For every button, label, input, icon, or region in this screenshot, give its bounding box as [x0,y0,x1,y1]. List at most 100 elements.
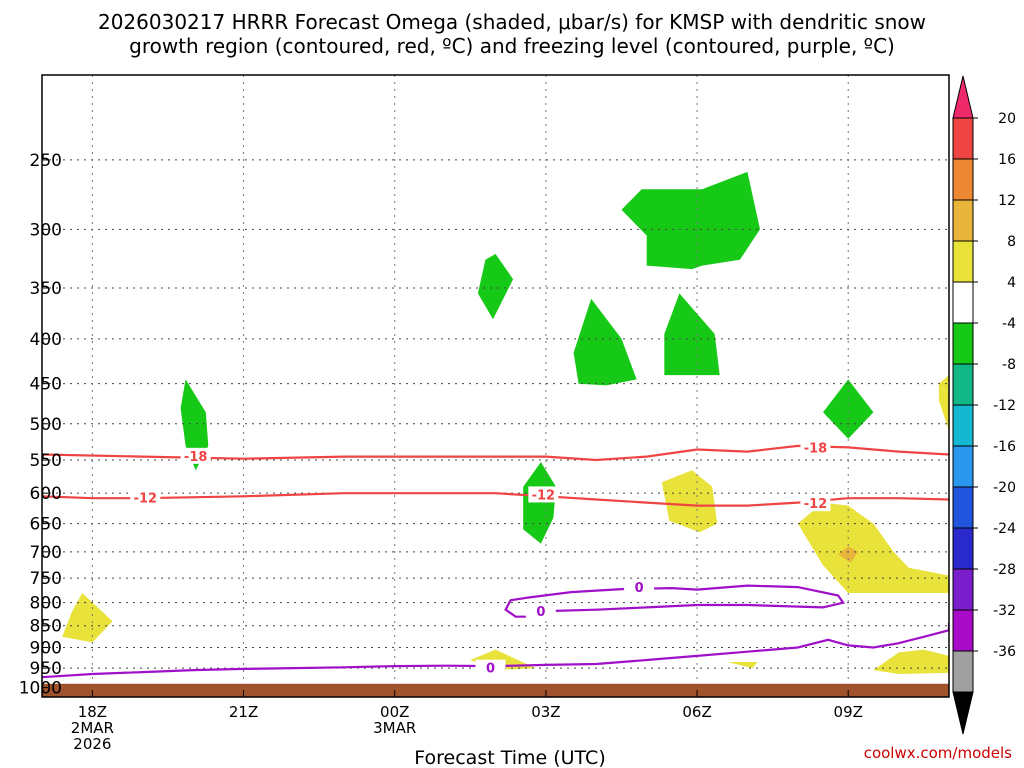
colorbar-cell-10 [952,486,974,529]
contour-label--18-0: -18 [184,450,208,465]
x-tick-label-15-0: 09Z [834,703,863,721]
omega-region-sinking-3 [797,502,949,593]
colorbar-cell-7 [952,363,974,406]
y-tick-label-250: 250 [30,151,62,171]
colorbar-label-13: -36 [993,644,1016,660]
omega-region-rising-5 [621,171,760,270]
contour-label--18-1: -18 [804,441,828,456]
colorbar-cell-1 [952,117,974,160]
contour-label-bg [130,489,161,506]
contour-label-bg [180,447,211,464]
omega-region-rising-2 [477,253,514,320]
chart-title-line1: 2026030217 HRRR Forecast Omega (shaded, … [98,10,926,34]
colorbar-cell-12 [952,568,974,611]
contour-label-bg [800,495,831,512]
colorbar-cell-9 [952,445,974,488]
x-tick-label-0-0: 18Z [78,703,107,721]
y-tick-label-350: 350 [30,279,62,299]
y-tick-label-850: 850 [30,617,62,637]
pressure-axis: 2503003504004505005506006507007508008509… [19,151,62,699]
y-tick-label-500: 500 [30,415,62,435]
omega-region-sinking-7 [938,375,949,432]
grid-layer [42,75,949,684]
contour-label--12-2: -12 [804,497,828,512]
y-tick-label-950: 950 [30,659,62,679]
x-axis-label: Forecast Time (UTC) [414,747,605,768]
colorbar-label-8: -16 [993,439,1016,455]
contour-label-bg [800,439,831,456]
chart-title-line2: growth region (contoured, red, ºC) and f… [129,34,895,58]
colorbar-bottom-arrow [952,691,974,735]
colorbar-cell-6 [952,322,974,365]
y-tick-label-750: 750 [30,569,62,589]
colorbar-cell-8 [952,404,974,447]
omega-shading-layer [62,171,949,674]
colorbar-cell-5 [952,281,974,324]
y-tick-label-550: 550 [30,451,62,471]
omega-region-sinking-1 [62,593,113,643]
colorbar: 20 16 12 8 4 -4 -8 -12 -16 -20 -24 -28 -32 -36 [952,75,1016,735]
colorbar-label-12: -32 [993,603,1016,619]
contour-label--12-1: -12 [532,488,556,503]
contour--18 [42,444,949,462]
colorbar-cell-3 [952,199,974,242]
y-tick-label-650: 650 [30,515,62,535]
x-tick-label-9-0: 03Z [531,703,560,721]
credit-text: coolwx.com/models [864,744,1012,762]
contour-label-bg [528,486,559,503]
colorbar-top-arrow [952,75,974,119]
colorbar-label-6: -8 [1002,357,1016,373]
colorbar-cell-14 [952,650,974,693]
y-tick-label-300: 300 [30,220,62,240]
omega-region-sinking-8 [838,546,859,563]
contour-label-freezing-upper-0: 0 [635,581,644,596]
colorbar-label-9: -20 [993,480,1016,496]
contour-label-freezing-upper-1: 0 [536,605,545,620]
ground-layer [42,683,949,697]
x-tick-label-12-0: 06Z [682,703,711,721]
x-tick-label-0-2: 2026 [73,735,111,753]
x-tick-label-6-1: 3MAR [373,719,416,737]
contour-label-bg [624,579,655,596]
contour-layer: -18 -18 -12 -12 -12 0 0 0 [42,439,949,679]
contour-label-bg [475,659,506,676]
plot-frame [41,74,950,698]
ground-fill [42,683,949,697]
omega-region-rising-4 [664,293,720,376]
colorbar-label-0: 20 [998,111,1016,127]
omega-region-sinking-6 [727,662,758,669]
contour-label-freezing-lower-0: 0 [486,662,495,677]
omega-region-sinking-2 [661,470,718,533]
colorbar-label-10: -24 [993,521,1016,537]
colorbar-cell-11 [952,527,974,570]
colorbar-label-7: -12 [993,398,1016,414]
colorbar-cell-4 [952,240,974,283]
y-tick-label-800: 800 [30,594,62,614]
y-tick-label-400: 400 [30,330,62,350]
y-tick-label-1000: 1000 [19,679,62,699]
colorbar-label-2: 12 [998,193,1016,209]
omega-region-rising-6 [823,379,874,439]
contour-label--12-0: -12 [134,492,158,507]
y-tick-label-600: 600 [30,484,62,504]
contour-freezing-upper [504,584,846,618]
contour-label-bg [525,603,556,620]
colorbar-cell-2 [952,158,974,201]
y-tick-label-900: 900 [30,638,62,658]
colorbar-label-5: -4 [1002,316,1016,332]
colorbar-cell-13 [952,609,974,652]
colorbar-label-3: 8 [1007,234,1016,250]
x-tick-label-3-0: 21Z [229,703,258,721]
colorbar-label-4: 4 [1007,275,1016,291]
colorbar-label-1: 16 [998,152,1016,168]
x-tick-label-0-1: 2MAR [71,719,114,737]
colorbar-label-11: -28 [993,562,1016,578]
y-tick-label-450: 450 [30,375,62,395]
y-tick-label-700: 700 [30,543,62,563]
contour-freezing-lower [42,622,949,679]
x-tick-label-6-0: 00Z [380,703,409,721]
omega-region-rising-3 [573,298,637,386]
omega-region-rising-1 [180,379,209,471]
